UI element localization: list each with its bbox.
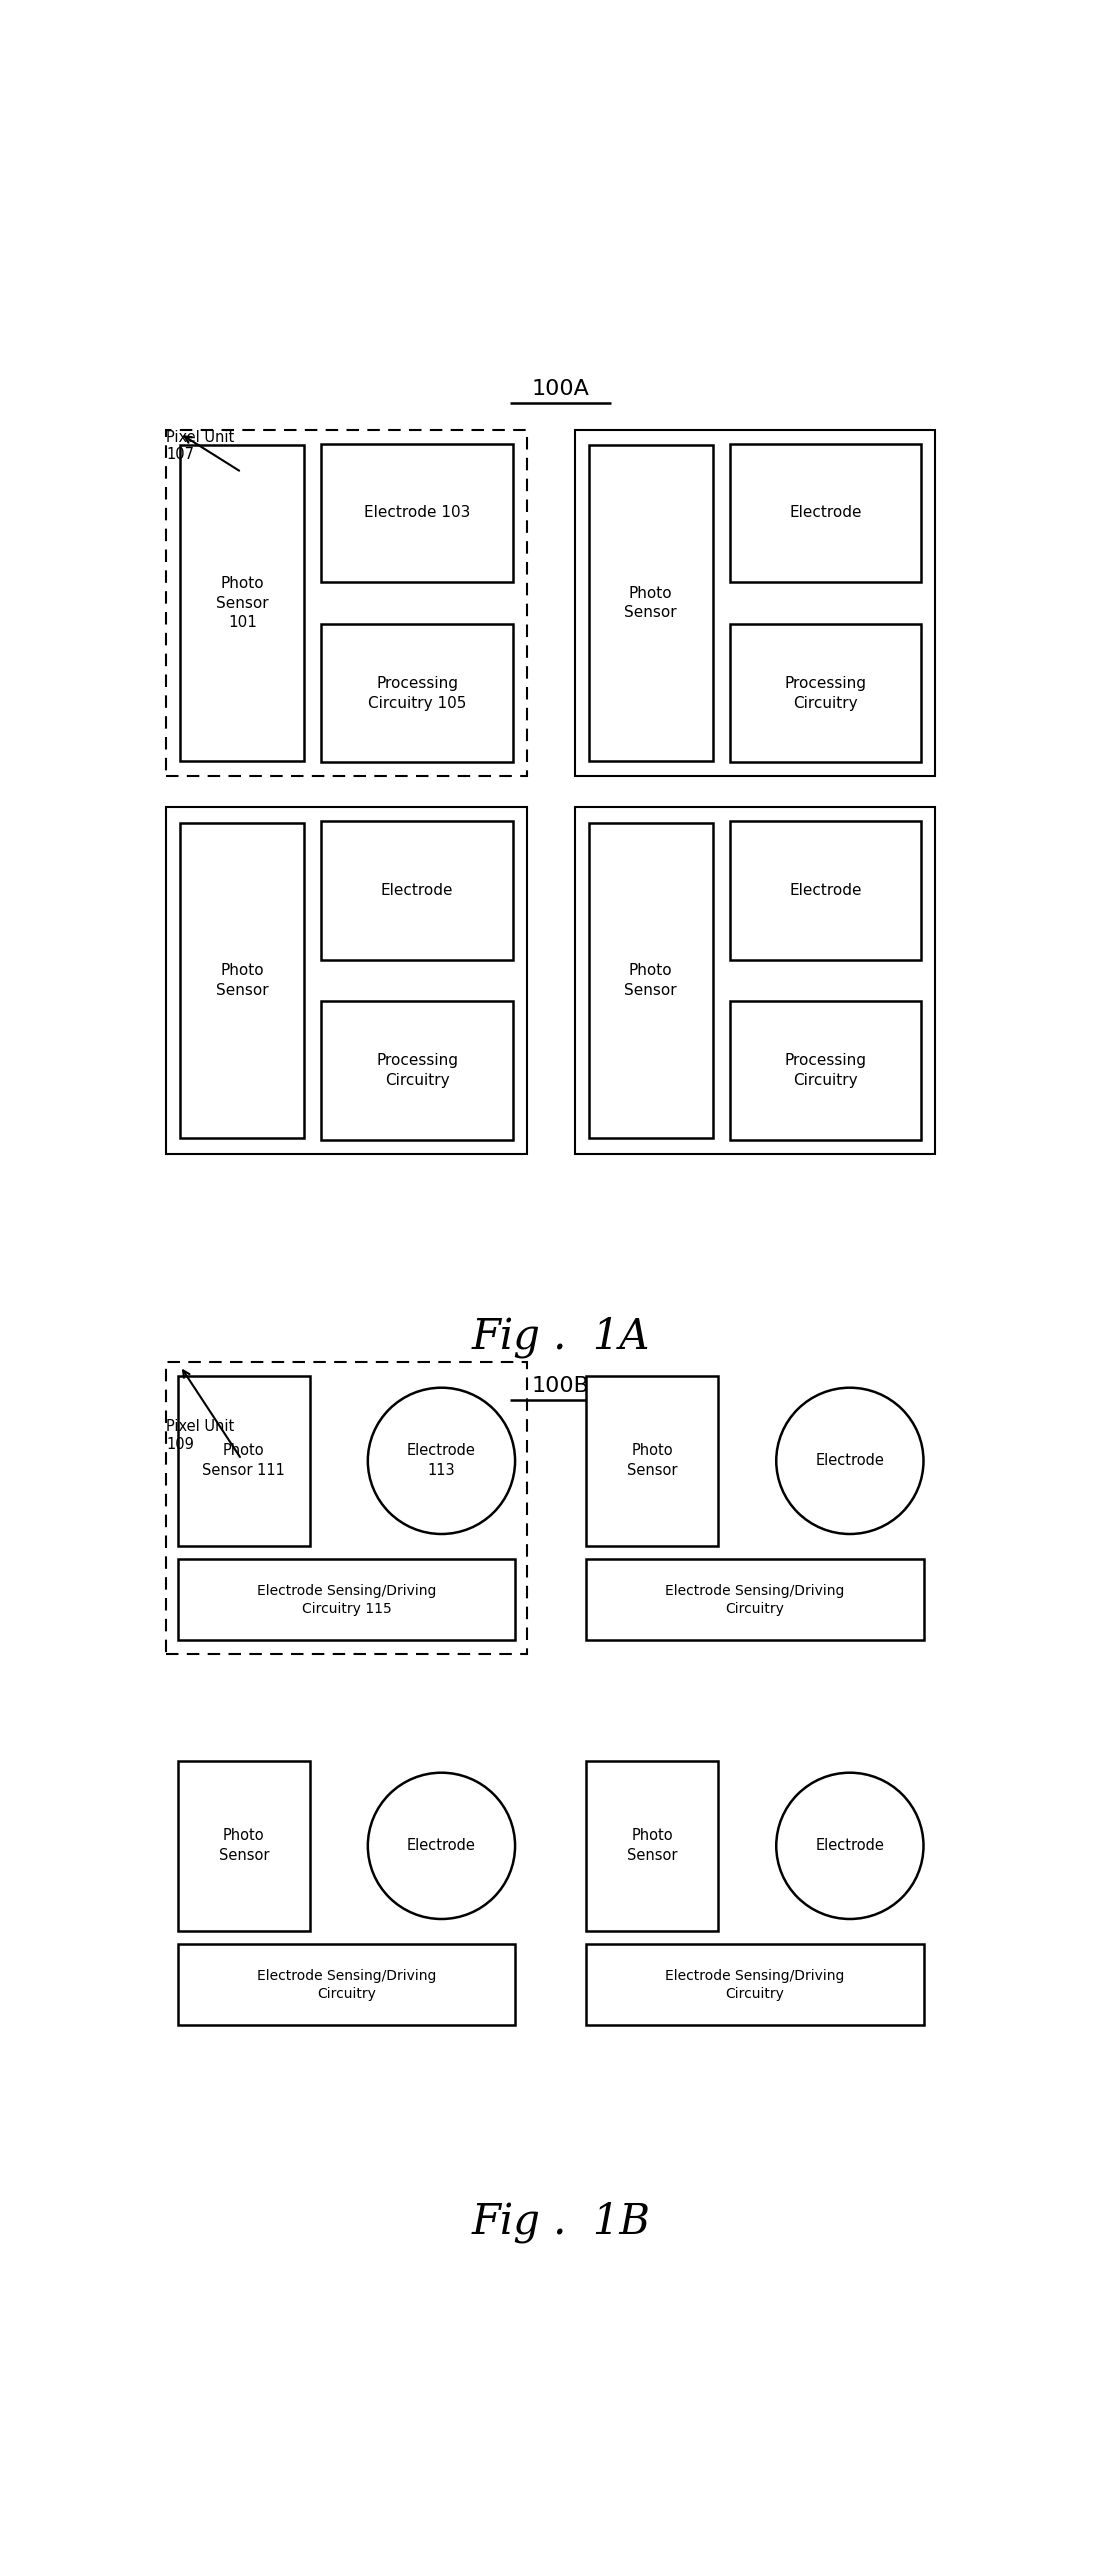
Bar	[178, 1559, 515, 1641]
Text: Pixel Unit
109: Pixel Unit 109	[166, 1420, 234, 1451]
Text: Photo
Sensor
101: Photo Sensor 101	[216, 575, 268, 629]
Text: Processing
Circuitry 105: Processing Circuitry 105	[368, 675, 466, 711]
Bar	[321, 624, 512, 763]
Circle shape	[368, 1772, 515, 1918]
Bar	[589, 444, 713, 760]
Text: Electrode: Electrode	[816, 1839, 885, 1854]
Text: Electrode: Electrode	[789, 506, 862, 521]
Bar	[589, 822, 713, 1138]
Bar	[166, 1361, 527, 1654]
Bar	[587, 1944, 923, 2026]
Text: Photo
Sensor: Photo Sensor	[216, 963, 268, 999]
Bar	[587, 1376, 718, 1546]
Bar	[729, 1002, 921, 1140]
Text: Electrode
113: Electrode 113	[407, 1443, 476, 1479]
Bar	[178, 1762, 310, 1931]
Text: 100A: 100A	[532, 380, 590, 398]
Bar	[729, 444, 921, 583]
Text: Photo
Sensor: Photo Sensor	[624, 963, 677, 999]
Text: Electrode: Electrode	[381, 883, 453, 899]
Bar	[729, 624, 921, 763]
Text: Photo
Sensor 111: Photo Sensor 111	[203, 1443, 286, 1479]
Text: Electrode 103: Electrode 103	[364, 506, 470, 521]
Text: Processing
Circuitry: Processing Circuitry	[784, 675, 866, 711]
Bar	[178, 1944, 515, 2026]
Text: Electrode Sensing/Driving
Circuitry: Electrode Sensing/Driving Circuitry	[666, 1584, 844, 1615]
Text: Electrode Sensing/Driving
Circuitry: Electrode Sensing/Driving Circuitry	[257, 1970, 436, 2000]
Text: Photo
Sensor: Photo Sensor	[219, 1828, 269, 1864]
Text: Photo
Sensor: Photo Sensor	[627, 1443, 678, 1479]
Text: Electrode: Electrode	[816, 1453, 885, 1469]
Text: Electrode: Electrode	[407, 1839, 476, 1854]
Text: Fig .  1B: Fig . 1B	[471, 2201, 650, 2244]
Bar	[166, 429, 527, 776]
Bar	[587, 1559, 923, 1641]
Circle shape	[776, 1387, 923, 1533]
Bar	[729, 822, 921, 960]
Text: 100B: 100B	[532, 1376, 590, 1397]
Bar	[575, 806, 935, 1153]
Text: Electrode Sensing/Driving
Circuitry 115: Electrode Sensing/Driving Circuitry 115	[257, 1584, 436, 1615]
Circle shape	[368, 1387, 515, 1533]
Text: Electrode: Electrode	[789, 883, 862, 899]
Bar	[321, 822, 512, 960]
Text: Pixel Unit
107: Pixel Unit 107	[166, 429, 234, 462]
Bar	[321, 1002, 512, 1140]
Bar	[181, 822, 304, 1138]
Bar	[178, 1376, 310, 1546]
Text: Processing
Circuitry: Processing Circuitry	[376, 1053, 458, 1089]
Text: Photo
Sensor: Photo Sensor	[624, 586, 677, 621]
Bar	[181, 444, 304, 760]
Text: Electrode Sensing/Driving
Circuitry: Electrode Sensing/Driving Circuitry	[666, 1970, 844, 2000]
Text: Photo
Sensor: Photo Sensor	[627, 1828, 678, 1864]
Bar	[587, 1762, 718, 1931]
Circle shape	[776, 1772, 923, 1918]
Bar	[575, 429, 935, 776]
Bar	[166, 806, 527, 1153]
Bar	[321, 444, 512, 583]
Text: Processing
Circuitry: Processing Circuitry	[784, 1053, 866, 1089]
Text: Fig .  1A: Fig . 1A	[472, 1315, 650, 1358]
